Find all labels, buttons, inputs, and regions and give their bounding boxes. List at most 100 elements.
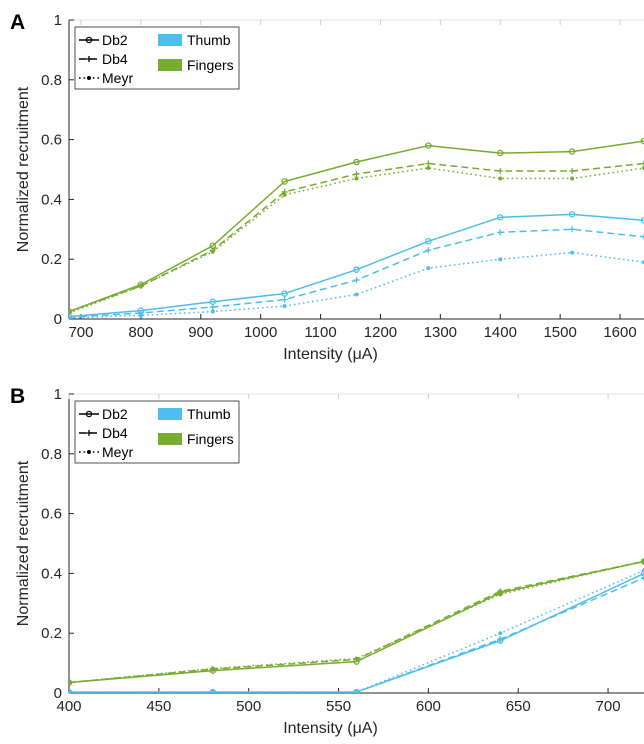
legend-marker-db4 bbox=[86, 56, 92, 62]
x-tick-label: 400 bbox=[56, 698, 81, 715]
x-axis-label: Intensity (μA) bbox=[283, 346, 378, 363]
legend-label-db2: Db2 bbox=[102, 406, 128, 422]
plot-area bbox=[69, 558, 644, 693]
data-point-fingers-meyr bbox=[138, 284, 143, 289]
panel-a: A 700 800 900 1000 1100 1200 1300 1400 1500 1600 0 0… bbox=[10, 11, 644, 363]
data-point-fingers-db4 bbox=[641, 160, 644, 167]
data-point-thumb-db2 bbox=[496, 214, 504, 221]
x-tick-label: 1200 bbox=[364, 324, 397, 341]
legend-label-thumb: Thumb bbox=[187, 32, 231, 48]
panel-label: B bbox=[10, 385, 25, 408]
data-point-fingers-db2 bbox=[640, 137, 644, 145]
data-point-thumb-meyr bbox=[498, 631, 503, 636]
y-tick-label: 0.4 bbox=[41, 565, 62, 582]
legend-label-meyr: Meyr bbox=[102, 70, 133, 86]
x-tick-label: 700 bbox=[68, 324, 93, 341]
data-point-thumb-db4 bbox=[569, 226, 576, 233]
data-point-thumb-meyr bbox=[69, 690, 71, 693]
legend-label-fingers: Fingers bbox=[187, 57, 234, 73]
data-point-fingers-db2 bbox=[281, 178, 288, 185]
y-tick-label: 0.6 bbox=[41, 132, 62, 149]
x-tick-label: 1500 bbox=[543, 324, 576, 341]
x-tick-label: 650 bbox=[506, 698, 531, 715]
data-point-fingers-db2 bbox=[353, 158, 360, 166]
series-line-thumb-db2 bbox=[69, 572, 644, 693]
legend-label-db2: Db2 bbox=[102, 32, 128, 48]
data-point-thumb-db2 bbox=[640, 217, 644, 224]
data-point-fingers-meyr bbox=[570, 176, 575, 181]
x-tick-label: 800 bbox=[128, 324, 153, 341]
x-tick-label: 600 bbox=[416, 698, 441, 715]
series-line-fingers-meyr bbox=[69, 167, 644, 314]
legend-marker-meyr bbox=[87, 76, 91, 80]
data-point-thumb-meyr bbox=[354, 292, 359, 297]
x-tick-label: 550 bbox=[326, 698, 351, 715]
y-tick-label: 0 bbox=[54, 685, 62, 702]
data-point-thumb-db4 bbox=[497, 636, 504, 643]
data-point-thumb-meyr bbox=[138, 313, 143, 318]
data-point-thumb-db4 bbox=[353, 277, 360, 284]
data-point-thumb-meyr bbox=[426, 266, 431, 271]
series-line-fingers-db2 bbox=[69, 140, 644, 313]
data-point-thumb-meyr bbox=[282, 304, 287, 309]
x-axis-label: Intensity (μA) bbox=[283, 720, 378, 737]
x-tick-label: 1400 bbox=[484, 324, 517, 341]
data-point-thumb-meyr bbox=[210, 690, 215, 693]
panel-b: B 400 450 500 550 600 650 700 0 0.2 0.4 0.6 0.8 1 Inte… bbox=[10, 385, 644, 737]
data-point-thumb-db4 bbox=[641, 574, 644, 581]
y-tick-label: 0 bbox=[54, 311, 62, 328]
data-point-thumb-meyr bbox=[354, 690, 359, 693]
data-point-fingers-meyr bbox=[498, 176, 503, 181]
y-axis-label: Normalized recruitment bbox=[15, 460, 32, 626]
x-tick-label: 450 bbox=[146, 698, 171, 715]
data-point-thumb-db4 bbox=[209, 304, 216, 311]
legend-swatch-thumb bbox=[158, 34, 182, 46]
data-point-thumb-meyr bbox=[570, 250, 575, 255]
data-point-fingers-db4 bbox=[497, 167, 504, 174]
data-point-thumb-db2 bbox=[568, 211, 576, 218]
legend-label-db4: Db4 bbox=[102, 425, 128, 441]
y-tick-label: 0.6 bbox=[41, 506, 62, 523]
data-point-thumb-meyr bbox=[210, 309, 215, 314]
data-point-thumb-meyr bbox=[69, 315, 71, 319]
y-tick-label: 0.4 bbox=[41, 191, 62, 208]
y-tick-label: 0.2 bbox=[41, 625, 62, 642]
legend-swatch-fingers bbox=[158, 59, 182, 71]
series-line-thumb-db4 bbox=[69, 228, 644, 318]
data-point-fingers-meyr bbox=[498, 592, 503, 597]
data-point-thumb-meyr bbox=[498, 257, 503, 262]
legend-marker-db2 bbox=[85, 410, 93, 418]
y-tick-label: 1 bbox=[54, 12, 62, 29]
data-point-fingers-db4 bbox=[353, 170, 360, 177]
y-tick-label: 1 bbox=[54, 386, 62, 403]
legend-label-meyr: Meyr bbox=[102, 444, 133, 460]
data-point-thumb-db4 bbox=[281, 296, 288, 303]
data-point-thumb-db2 bbox=[425, 238, 432, 245]
x-tick-label: 700 bbox=[596, 698, 621, 715]
data-point-thumb-db4 bbox=[69, 314, 72, 319]
data-point-thumb-db2 bbox=[353, 266, 360, 273]
data-point-thumb-db4 bbox=[641, 233, 644, 240]
series-line-thumb-meyr bbox=[69, 569, 644, 693]
x-tick-label: 1300 bbox=[424, 324, 457, 341]
x-tick-label: 1600 bbox=[603, 324, 636, 341]
data-point-fingers-meyr bbox=[69, 680, 71, 685]
y-axis-label: Normalized recruitment bbox=[15, 86, 32, 252]
data-point-fingers-meyr bbox=[210, 666, 215, 671]
data-point-fingers-meyr bbox=[354, 656, 359, 661]
data-point-fingers-meyr bbox=[354, 176, 359, 181]
legend: Db2 Db4 Meyr Thumb Fingers bbox=[74, 26, 240, 90]
data-point-fingers-db4 bbox=[569, 167, 576, 174]
legend-marker-db2 bbox=[85, 36, 93, 44]
panel-label: A bbox=[10, 11, 25, 34]
data-point-thumb-db4 bbox=[425, 247, 432, 254]
x-tick-label: 1100 bbox=[304, 324, 336, 341]
legend-label-db4: Db4 bbox=[102, 51, 128, 67]
data-point-fingers-db2 bbox=[425, 142, 432, 149]
legend-label-fingers: Fingers bbox=[187, 431, 234, 447]
y-tick-label: 0.8 bbox=[41, 72, 62, 89]
data-point-fingers-db2 bbox=[568, 148, 576, 155]
legend-swatch-fingers bbox=[158, 433, 182, 445]
legend-label-thumb: Thumb bbox=[187, 406, 231, 422]
